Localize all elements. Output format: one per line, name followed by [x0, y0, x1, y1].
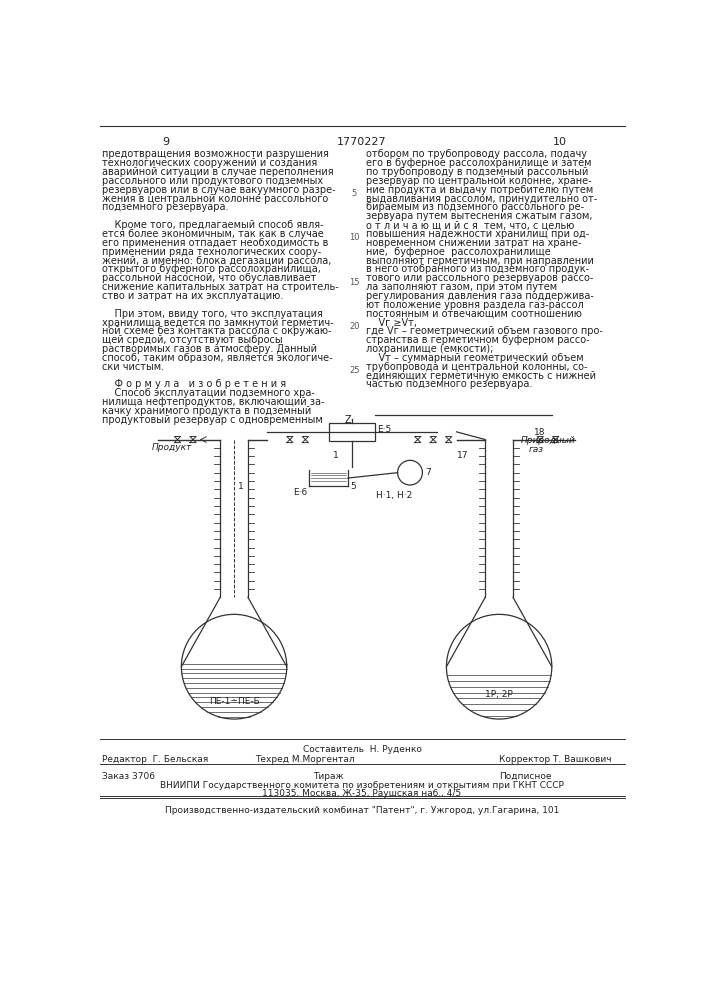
Text: 113035, Москва, Ж-35, Раушская наб., 4/5: 113035, Москва, Ж-35, Раушская наб., 4/5 [262, 789, 462, 798]
Text: технологических сооружений и создания: технологических сооружений и создания [103, 158, 317, 168]
Text: 1Р, 2Р: 1Р, 2Р [485, 690, 513, 699]
Text: нилища нефтепродуктов, включающий за-: нилища нефтепродуктов, включающий за- [103, 397, 325, 407]
Text: Техред М.Моргентал: Техред М.Моргентал [255, 755, 355, 764]
Text: повышения надежности хранилищ при од-: повышения надежности хранилищ при од- [366, 229, 589, 239]
Text: ство и затрат на их эксплуатацию.: ство и затрат на их эксплуатацию. [103, 291, 284, 301]
Text: Vт – суммарный геометрический объем: Vт – суммарный геометрический объем [366, 353, 583, 363]
Text: рассольного или продуктового подземных: рассольного или продуктового подземных [103, 176, 323, 186]
Text: по трубопроводу в подземный рассольный: по трубопроводу в подземный рассольный [366, 167, 588, 177]
Text: жений, а именно: блока дегазации рассола,: жений, а именно: блока дегазации рассола… [103, 256, 332, 266]
Text: 17: 17 [457, 451, 468, 460]
Text: открытого буферного рассолохранилища,: открытого буферного рассолохранилища, [103, 264, 321, 274]
Text: хранилища ведется по замкнутой герметич-: хранилища ведется по замкнутой герметич- [103, 318, 334, 328]
Text: 1770227: 1770227 [337, 137, 387, 147]
Text: E·6: E·6 [293, 488, 307, 497]
Text: 18: 18 [534, 428, 546, 437]
Text: Vг ≥Vт,: Vг ≥Vт, [366, 318, 417, 328]
Text: его в буферное рассолохранилище и затем: его в буферное рассолохранилище и затем [366, 158, 591, 168]
Text: 25: 25 [349, 366, 359, 375]
Text: применении ряда технологических соору-: применении ряда технологических соору- [103, 247, 322, 257]
Text: единяющих герметичную емкость с нижней: единяющих герметичную емкость с нижней [366, 371, 596, 381]
Text: ПЕ-1÷ПЕ-Б: ПЕ-1÷ПЕ-Б [209, 698, 259, 706]
Text: E·5: E·5 [378, 425, 392, 434]
Text: выполняют герметичным, при направлении: выполняют герметичным, при направлении [366, 256, 594, 266]
Text: резервуаров или в случае вакуумного разре-: резервуаров или в случае вакуумного разр… [103, 185, 336, 195]
Text: аварийной ситуации в случае переполнения: аварийной ситуации в случае переполнения [103, 167, 334, 177]
Text: растворимых газов в атмосферу. Данный: растворимых газов в атмосферу. Данный [103, 344, 317, 354]
Text: Тираж: Тираж [313, 772, 344, 781]
Text: качку хранимого продукта в подземный: качку хранимого продукта в подземный [103, 406, 312, 416]
Text: где Vг – геометрический объем газового про-: где Vг – геометрический объем газового п… [366, 326, 602, 336]
Text: 15: 15 [349, 278, 359, 287]
Text: ла заполняют газом, при этом путем: ла заполняют газом, при этом путем [366, 282, 557, 292]
Text: лохранилище (емкости);: лохранилище (емкости); [366, 344, 493, 354]
Text: 10: 10 [553, 137, 566, 147]
Text: Ф о р м у л а   и з о б р е т е н и я: Ф о р м у л а и з о б р е т е н и я [103, 379, 286, 389]
Text: Z: Z [345, 415, 351, 425]
Text: продуктовый резервуар с одновременным: продуктовый резервуар с одновременным [103, 415, 323, 425]
Text: ют положение уровня раздела газ-рассол: ют положение уровня раздела газ-рассол [366, 300, 583, 310]
Text: ется более экономичным, так как в случае: ется более экономичным, так как в случае [103, 229, 324, 239]
Text: тового или рассольного резервуаров рассо-: тового или рассольного резервуаров рассо… [366, 273, 593, 283]
Text: странства в герметичном буферном рассо-: странства в герметичном буферном рассо- [366, 335, 590, 345]
Text: жения в центральной колонне рассольного: жения в центральной колонне рассольного [103, 194, 329, 204]
Text: 1: 1 [332, 451, 338, 460]
Text: ной схеме без контакта рассола с окружаю-: ной схеме без контакта рассола с окружаю… [103, 326, 332, 336]
Text: Составитель  Н. Руденко: Составитель Н. Руденко [303, 745, 421, 754]
Text: 20: 20 [349, 322, 359, 331]
Text: При этом, ввиду того, что эксплуатация: При этом, ввиду того, что эксплуатация [103, 309, 323, 319]
Text: частью подземного резервуара.: частью подземного резервуара. [366, 379, 532, 389]
Text: газ: газ [529, 445, 544, 454]
Text: отбором по трубопроводу рассола, подачу: отбором по трубопроводу рассола, подачу [366, 149, 587, 159]
Text: о т л и ч а ю щ и й с я  тем, что, с целью: о т л и ч а ю щ и й с я тем, что, с цель… [366, 220, 574, 230]
Text: ски чистым.: ски чистым. [103, 362, 165, 372]
Text: постоянным и отвечающим соотношению: постоянным и отвечающим соотношению [366, 309, 582, 319]
Bar [329, 423, 375, 441]
Text: 5: 5 [351, 482, 356, 491]
Text: 7: 7 [425, 468, 431, 477]
Text: в него отобранного из подземного продук-: в него отобранного из подземного продук- [366, 264, 589, 274]
Text: Продукт: Продукт [152, 443, 192, 452]
Text: Подписное: Подписное [499, 772, 551, 781]
Text: Заказ 3706: Заказ 3706 [103, 772, 156, 781]
Text: Кроме того, предлагаемый способ явля-: Кроме того, предлагаемый способ явля- [103, 220, 324, 230]
Text: рассольной насосной, что обуславливает: рассольной насосной, что обуславливает [103, 273, 317, 283]
Text: 1: 1 [238, 482, 244, 491]
Text: регулирования давления газа поддержива-: регулирования давления газа поддержива- [366, 291, 594, 301]
Text: H·1, H·2: H·1, H·2 [375, 491, 412, 500]
Text: выдавливания рассолом, принудительно от-: выдавливания рассолом, принудительно от- [366, 194, 597, 204]
Text: щей средой, отсутствуют выбросы: щей средой, отсутствуют выбросы [103, 335, 283, 345]
Text: зервуара путем вытеснения сжатым газом,: зервуара путем вытеснения сжатым газом, [366, 211, 592, 221]
Text: трубопровода и центральной колонны, со-: трубопровода и центральной колонны, со- [366, 362, 588, 372]
Text: 9: 9 [163, 137, 170, 147]
Text: Природный: Природный [521, 436, 575, 445]
Text: способ, таким образом, является экологиче-: способ, таким образом, является экологич… [103, 353, 333, 363]
Text: ВНИИПИ Государственного комитета по изобретениям и открытиям при ГКНТ СССР: ВНИИПИ Государственного комитета по изоб… [160, 781, 564, 790]
Text: Редактор  Г. Бельская: Редактор Г. Бельская [103, 755, 209, 764]
Text: ние,  буферное  рассолохранилище: ние, буферное рассолохранилище [366, 247, 551, 257]
Text: Способ эксплуатации подземного хра-: Способ эксплуатации подземного хра- [103, 388, 315, 398]
Text: 10: 10 [349, 233, 359, 242]
Text: резервуар по центральной колонне, хране-: резервуар по центральной колонне, хране- [366, 176, 592, 186]
Text: его применения отпадает необходимость в: его применения отпадает необходимость в [103, 238, 329, 248]
Text: предотвращения возможности разрушения: предотвращения возможности разрушения [103, 149, 329, 159]
Text: 5: 5 [351, 189, 357, 198]
Text: Корректор Т. Вашкович: Корректор Т. Вашкович [499, 755, 612, 764]
Text: бираемым из подземного рассольного ре-: бираемым из подземного рассольного ре- [366, 202, 584, 212]
Text: ние продукта и выдачу потребителю путем: ние продукта и выдачу потребителю путем [366, 185, 593, 195]
Text: новременном снижении затрат на хране-: новременном снижении затрат на хране- [366, 238, 581, 248]
Text: подземного резервуара.: подземного резервуара. [103, 202, 229, 212]
Text: снижение капитальных затрат на строитель-: снижение капитальных затрат на строитель… [103, 282, 339, 292]
Text: Производственно-издательский комбинат "Патент", г. Ужгород, ул.Гагарина, 101: Производственно-издательский комбинат "П… [165, 806, 559, 815]
